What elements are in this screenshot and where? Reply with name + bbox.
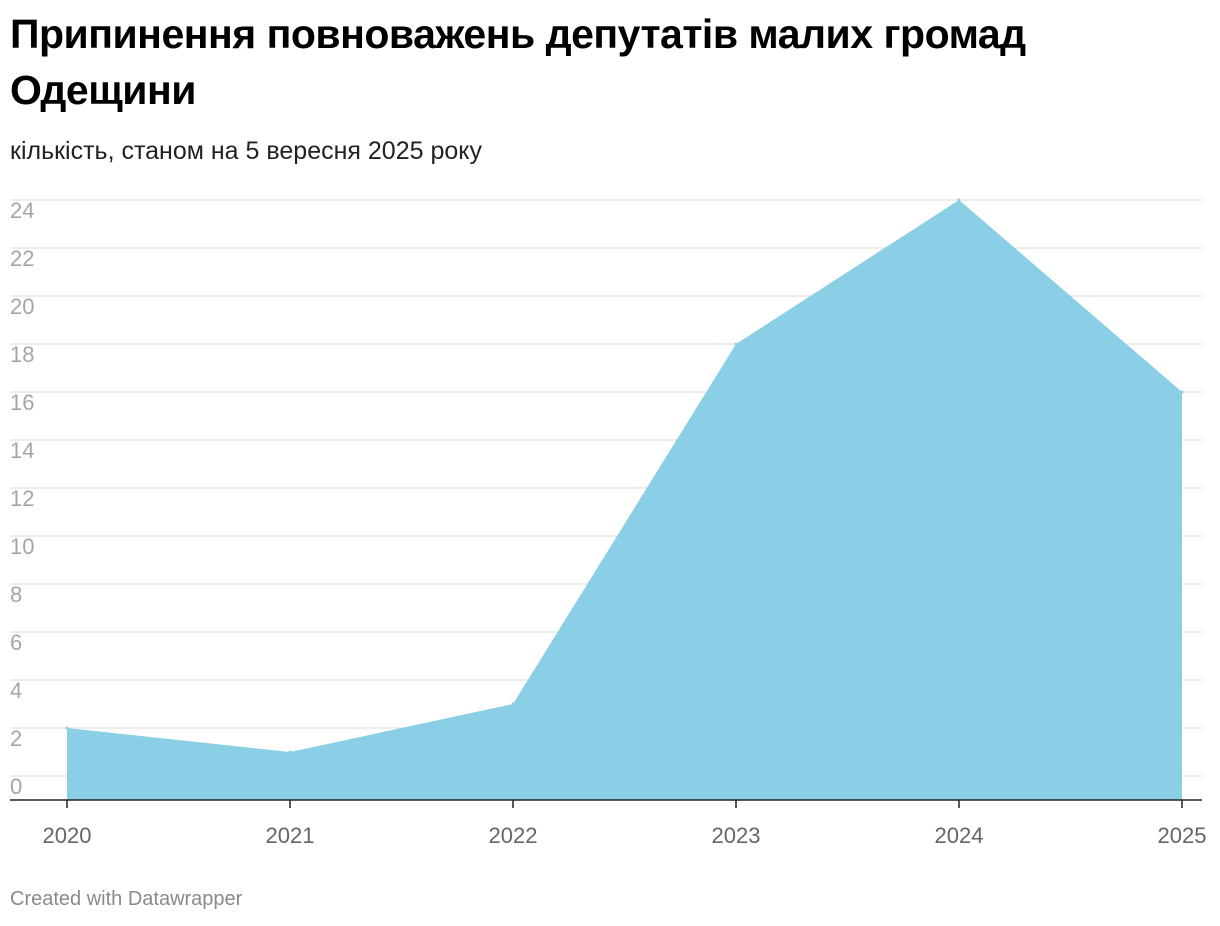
y-tick-label: 18: [10, 342, 34, 367]
area-layer: [65, 198, 1184, 800]
x-tick-label: 2021: [266, 823, 315, 848]
y-tick-label: 6: [10, 630, 22, 655]
chart-subtitle: кількість, станом на 5 вересня 2025 року: [10, 137, 482, 165]
footer-credit: Created with Datawrapper: [10, 888, 243, 910]
y-tick-label: 4: [10, 678, 22, 703]
y-tick-label: 10: [10, 534, 34, 559]
data-point: [1180, 390, 1184, 394]
y-tick-label: 12: [10, 486, 34, 511]
y-tick-label: 14: [10, 438, 34, 463]
data-point: [65, 726, 69, 730]
x-tick-label: 2025: [1158, 823, 1207, 848]
chart-title: Припинення повноважень депутатів малих г…: [10, 11, 1026, 113]
y-tick-label: 22: [10, 246, 34, 271]
x-tick-label: 2024: [935, 823, 984, 848]
x-tick-label: 2023: [712, 823, 761, 848]
y-tick-label: 0: [10, 774, 22, 799]
area-series: [67, 200, 1182, 800]
y-tick-label: 24: [10, 198, 34, 223]
data-point: [957, 198, 961, 202]
x-tick-label: 2020: [43, 823, 92, 848]
data-point: [734, 342, 738, 346]
data-point: [288, 750, 292, 754]
y-tick-label: 8: [10, 582, 22, 607]
data-point: [511, 702, 515, 706]
y-tick-label: 16: [10, 390, 34, 415]
y-tick-label: 2: [10, 726, 22, 751]
x-tick-label: 2022: [489, 823, 538, 848]
y-tick-label: 20: [10, 294, 34, 319]
x-axis: 2020 2021 2022 2023 2024 2025: [10, 799, 1207, 848]
